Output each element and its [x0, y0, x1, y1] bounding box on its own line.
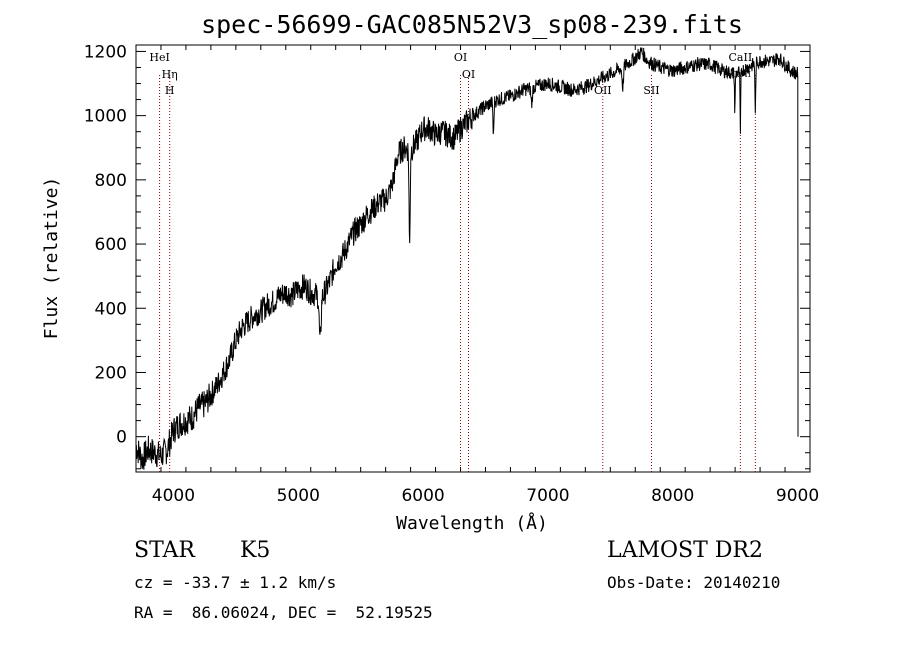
spectral-line-label: OII	[594, 84, 612, 97]
spectral-line-markers: HeI Hη H OI OI OII SII CaII	[149, 51, 756, 472]
y-tick-label: 400	[95, 299, 127, 319]
survey-name: LAMOST DR2	[607, 538, 763, 563]
y-tick-label: 600	[95, 235, 127, 255]
x-axis-label: Wavelength (Å)	[396, 512, 548, 534]
chart-title: spec-56699-GAC085N52V3_sp08-239.fits	[201, 10, 743, 39]
spectral-line-label: OI	[462, 68, 475, 81]
y-tick-label: 200	[95, 363, 127, 383]
small-annotation: Ca II	[731, 70, 751, 79]
y-axis-label: Flux (relative)	[41, 177, 62, 340]
plot-frame	[135, 44, 811, 473]
y-tick-label: 1200	[84, 42, 127, 62]
x-tick-label: 9000	[776, 486, 819, 506]
spectral-line-label: SII	[643, 84, 659, 97]
spectral-line-label: Hη	[162, 68, 178, 81]
x-tick-label: 4000	[152, 486, 195, 506]
coordinates-text: RA = 86.06024, DEC = 52.19525	[134, 603, 433, 622]
spectral-line-label: H	[165, 84, 175, 97]
star-label: STAR	[134, 538, 195, 563]
obs-date-text: Obs-Date: 20140210	[607, 573, 781, 592]
x-tick-label: 8000	[651, 486, 694, 506]
y-tick-label: 0	[116, 428, 127, 448]
y-axis: 0 200 400 600 800 1000 1200	[84, 42, 810, 470]
x-axis: 4000 5000 6000 7000 8000 9000	[135, 45, 819, 506]
spectral-type: K5	[240, 538, 271, 563]
y-tick-label: 1000	[84, 107, 127, 127]
spectrum-series-line	[135, 47, 799, 470]
spectral-line-label: CaII	[729, 51, 753, 64]
y-tick-label: 800	[95, 171, 127, 191]
x-tick-label: 6000	[401, 486, 444, 506]
velocity-text: cz = -33.7 ± 1.2 km/s	[134, 573, 337, 592]
spectral-line-label: OI	[454, 51, 467, 64]
x-tick-label: 5000	[277, 486, 320, 506]
spectral-line-label: HeI	[149, 51, 169, 64]
x-tick-label: 7000	[526, 486, 569, 506]
